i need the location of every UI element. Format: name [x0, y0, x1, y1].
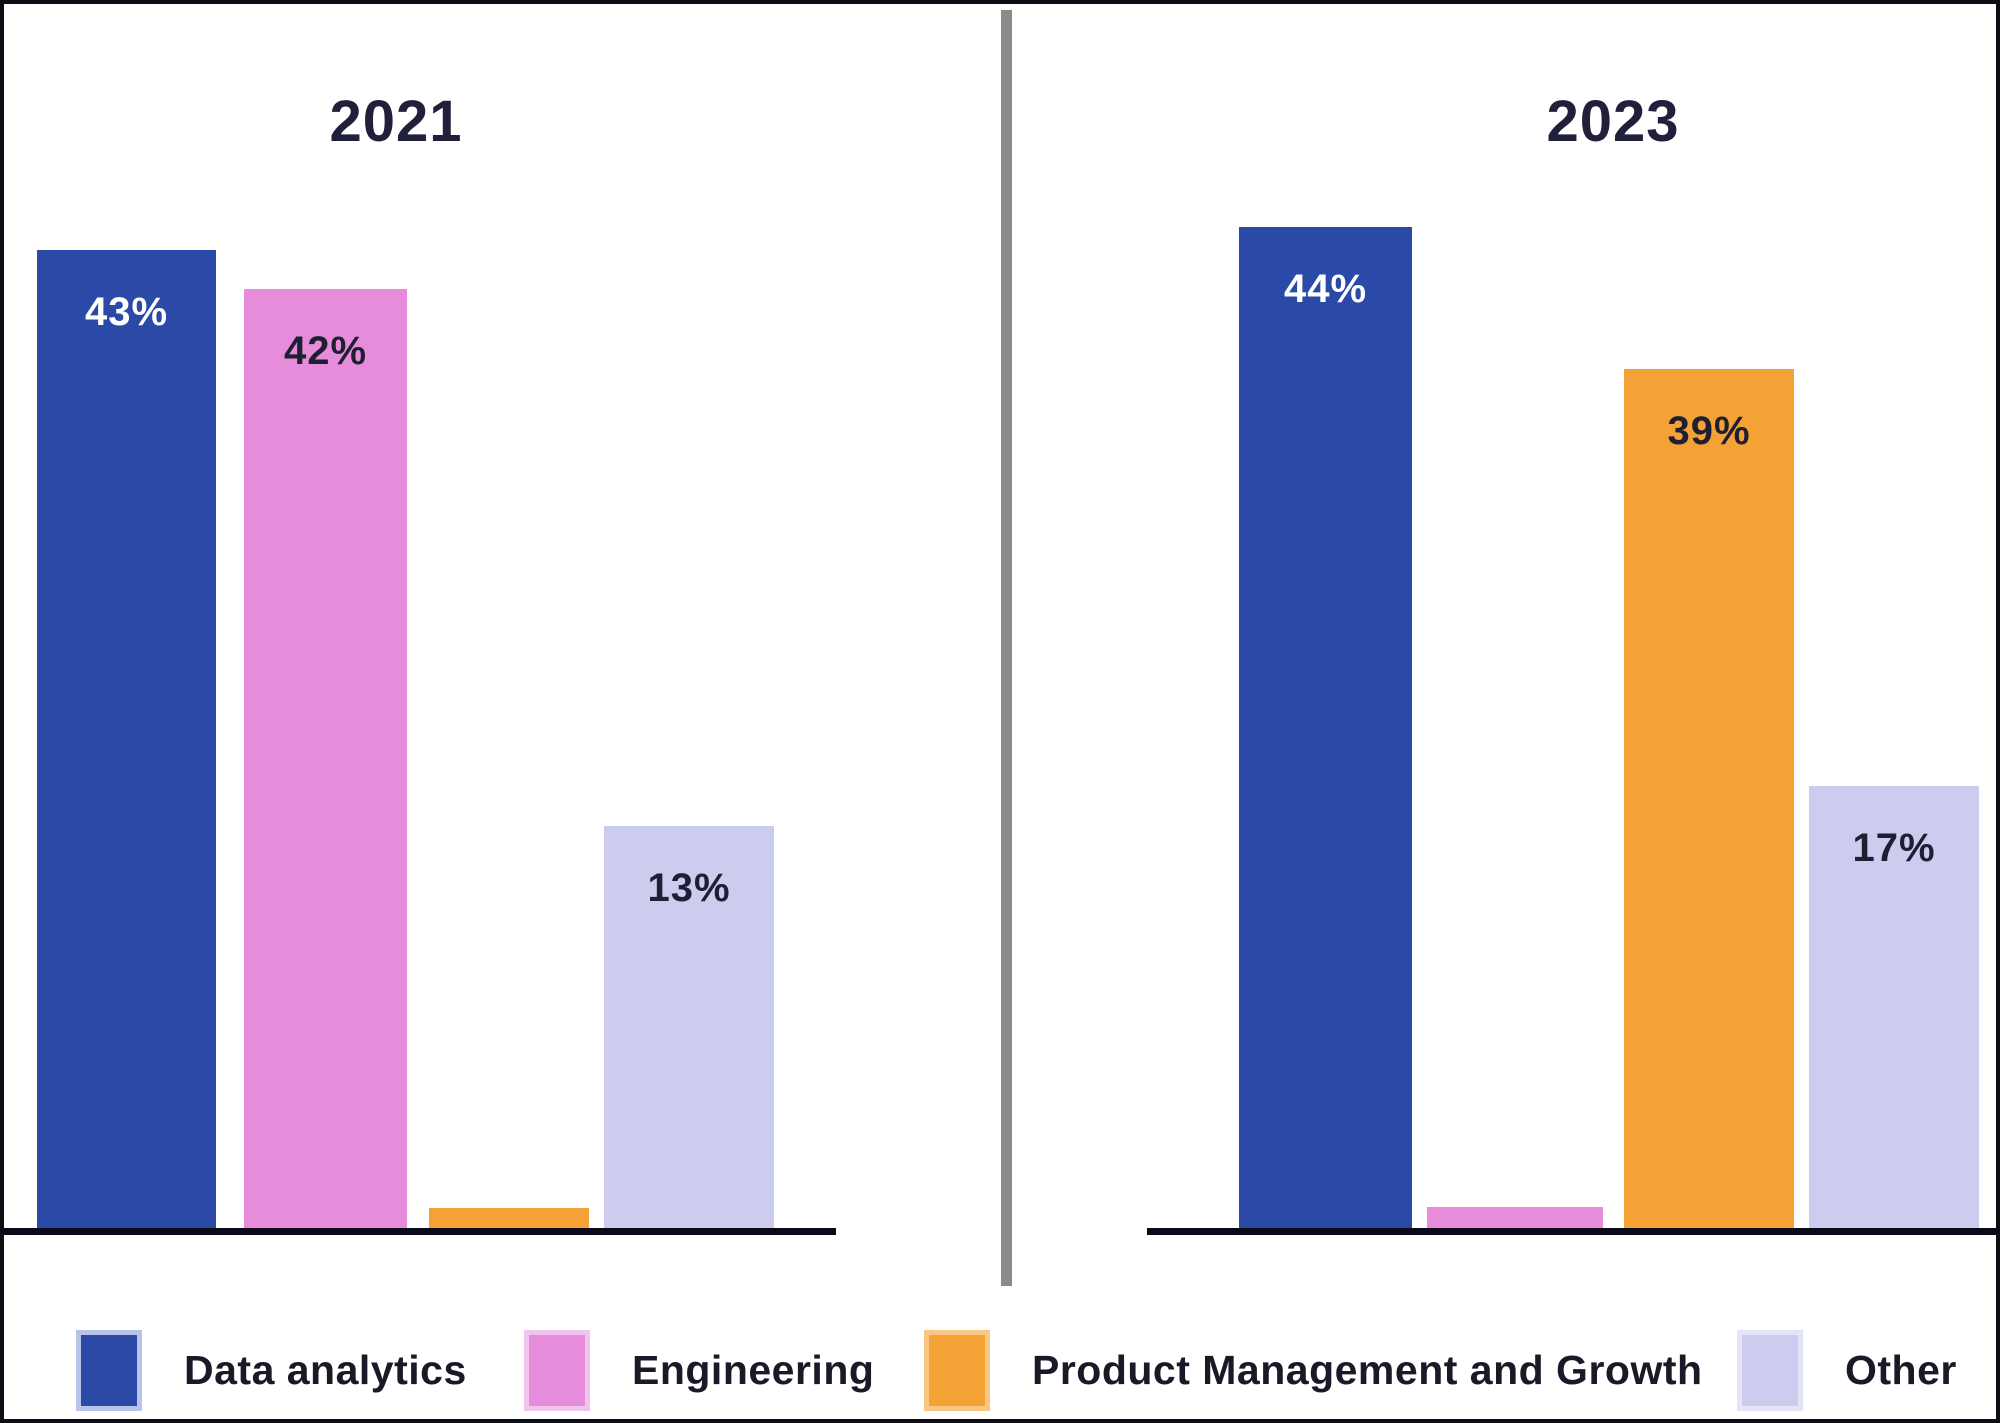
- legend-item-data-analytics: Data analytics: [76, 1330, 467, 1411]
- x-axis-2021: [4, 1228, 836, 1235]
- legend-label-engineering: Engineering: [632, 1347, 875, 1393]
- bar-value-label: 44%: [1283, 267, 1368, 311]
- bar-2021-other: 13%: [604, 826, 774, 1232]
- x-axis-2023: [1147, 1228, 1996, 1235]
- bar-2021-data-analytics: 43%: [37, 250, 216, 1232]
- bars-layer: 43% 42% 13% 44% 39% 17%: [4, 4, 1996, 1419]
- legend-swatch-product-management-and-growth-icon: [924, 1330, 990, 1411]
- legend: Data analytics Engineering Product Manag…: [4, 1330, 1996, 1411]
- legend-item-other: Other: [1737, 1330, 1957, 1411]
- panel-title-2023: 2023: [1546, 89, 1680, 154]
- bar-2023-engineering: [1427, 1207, 1603, 1232]
- legend-swatch-other-icon: [1737, 1330, 1803, 1411]
- legend-item-product-management-and-growth: Product Management and Growth: [924, 1330, 1703, 1411]
- panel-title-2021: 2021: [329, 89, 463, 154]
- legend-label-data-analytics: Data analytics: [184, 1347, 467, 1393]
- legend-swatch-data-analytics-icon: [76, 1330, 142, 1411]
- bar-2023-product-management-and-growth: 39%: [1624, 369, 1794, 1232]
- bar-2023-other: 17%: [1809, 786, 1979, 1232]
- panel-divider: [1001, 10, 1012, 1286]
- bar-value-label: 17%: [1852, 826, 1936, 870]
- legend-item-engineering: Engineering: [524, 1330, 874, 1411]
- bar-value-label: 43%: [84, 290, 169, 334]
- legend-swatch-engineering-icon: [524, 1330, 590, 1411]
- bar-2021-engineering: 42%: [244, 289, 407, 1232]
- bar-value-label: 13%: [647, 866, 731, 910]
- bar-value-label: 42%: [283, 329, 368, 373]
- bar-2023-data-analytics: 44%: [1239, 227, 1412, 1232]
- legend-label-product-management-and-growth: Product Management and Growth: [1032, 1347, 1703, 1393]
- legend-label-other: Other: [1845, 1347, 1957, 1393]
- bar-value-label: 39%: [1667, 409, 1751, 453]
